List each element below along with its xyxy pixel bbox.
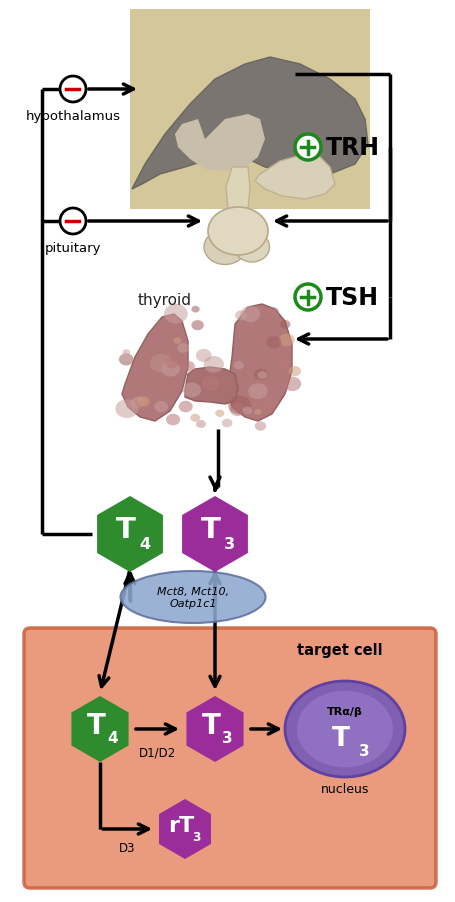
Text: 3: 3: [358, 743, 369, 759]
Text: T: T: [201, 711, 220, 739]
Text: TSH: TSH: [325, 286, 378, 309]
Text: TRH: TRH: [325, 136, 379, 160]
Ellipse shape: [242, 407, 252, 415]
Text: 3: 3: [222, 730, 233, 745]
Text: 4: 4: [107, 730, 117, 745]
Ellipse shape: [190, 414, 200, 422]
Ellipse shape: [134, 400, 148, 411]
Text: TRα/β: TRα/β: [326, 706, 362, 716]
Ellipse shape: [283, 377, 301, 391]
Ellipse shape: [119, 354, 133, 366]
Ellipse shape: [258, 397, 276, 411]
Ellipse shape: [254, 410, 261, 415]
Ellipse shape: [164, 305, 187, 324]
Ellipse shape: [288, 367, 300, 377]
Ellipse shape: [149, 354, 172, 373]
Polygon shape: [131, 58, 367, 189]
Ellipse shape: [177, 344, 189, 354]
Ellipse shape: [191, 321, 203, 331]
Ellipse shape: [266, 336, 281, 349]
Ellipse shape: [277, 358, 290, 369]
Ellipse shape: [221, 419, 232, 428]
Ellipse shape: [173, 338, 181, 345]
Polygon shape: [159, 799, 211, 859]
Ellipse shape: [165, 359, 178, 369]
FancyBboxPatch shape: [24, 629, 435, 888]
Text: 3: 3: [192, 830, 200, 843]
Ellipse shape: [182, 362, 194, 373]
Ellipse shape: [154, 401, 168, 413]
Ellipse shape: [207, 207, 268, 255]
Ellipse shape: [234, 233, 269, 262]
Ellipse shape: [254, 422, 266, 431]
Polygon shape: [254, 155, 334, 199]
Circle shape: [60, 208, 86, 235]
Ellipse shape: [215, 410, 224, 418]
Text: 3: 3: [223, 537, 234, 551]
Text: T: T: [200, 515, 220, 544]
Text: hypothalamus: hypothalamus: [25, 110, 120, 123]
Text: Mct8, Mct10,
Oatp1c1: Mct8, Mct10, Oatp1c1: [157, 586, 228, 608]
Text: pituitary: pituitary: [45, 242, 101, 254]
Ellipse shape: [278, 334, 294, 347]
Text: thyroid: thyroid: [138, 292, 192, 308]
Ellipse shape: [240, 307, 260, 323]
Polygon shape: [228, 305, 291, 421]
Ellipse shape: [203, 230, 245, 265]
Ellipse shape: [235, 311, 247, 321]
Text: nucleus: nucleus: [320, 783, 369, 796]
FancyBboxPatch shape: [130, 10, 369, 210]
Ellipse shape: [279, 321, 290, 329]
Polygon shape: [122, 315, 187, 421]
Ellipse shape: [161, 362, 180, 377]
Text: 4: 4: [139, 537, 150, 551]
Polygon shape: [185, 368, 238, 405]
Circle shape: [294, 285, 320, 310]
Ellipse shape: [196, 420, 205, 428]
Ellipse shape: [122, 350, 130, 356]
Ellipse shape: [267, 308, 278, 318]
Ellipse shape: [248, 383, 267, 400]
Polygon shape: [97, 496, 162, 573]
Text: D1/D2: D1/D2: [139, 746, 176, 759]
Ellipse shape: [195, 349, 211, 363]
Ellipse shape: [284, 681, 404, 778]
Ellipse shape: [136, 397, 149, 407]
Ellipse shape: [131, 397, 145, 409]
Text: rT: rT: [168, 815, 194, 835]
Text: D3: D3: [119, 841, 136, 854]
Ellipse shape: [257, 372, 267, 380]
Ellipse shape: [120, 571, 265, 623]
Ellipse shape: [229, 404, 245, 417]
Polygon shape: [175, 115, 264, 171]
Ellipse shape: [203, 356, 223, 373]
Ellipse shape: [253, 369, 267, 381]
Ellipse shape: [115, 400, 138, 419]
Polygon shape: [71, 696, 128, 762]
Ellipse shape: [166, 414, 180, 426]
Ellipse shape: [228, 396, 251, 415]
Ellipse shape: [178, 401, 192, 413]
Circle shape: [294, 135, 320, 161]
Polygon shape: [186, 696, 243, 762]
Ellipse shape: [296, 691, 392, 768]
Ellipse shape: [233, 362, 243, 370]
Text: target cell: target cell: [297, 642, 382, 657]
Text: T: T: [115, 515, 135, 544]
Polygon shape: [226, 168, 249, 215]
Ellipse shape: [182, 383, 201, 398]
Polygon shape: [182, 496, 248, 573]
Ellipse shape: [201, 377, 219, 391]
Circle shape: [60, 77, 86, 103]
Ellipse shape: [191, 307, 199, 313]
Text: T: T: [86, 711, 105, 739]
Text: T: T: [331, 725, 349, 750]
